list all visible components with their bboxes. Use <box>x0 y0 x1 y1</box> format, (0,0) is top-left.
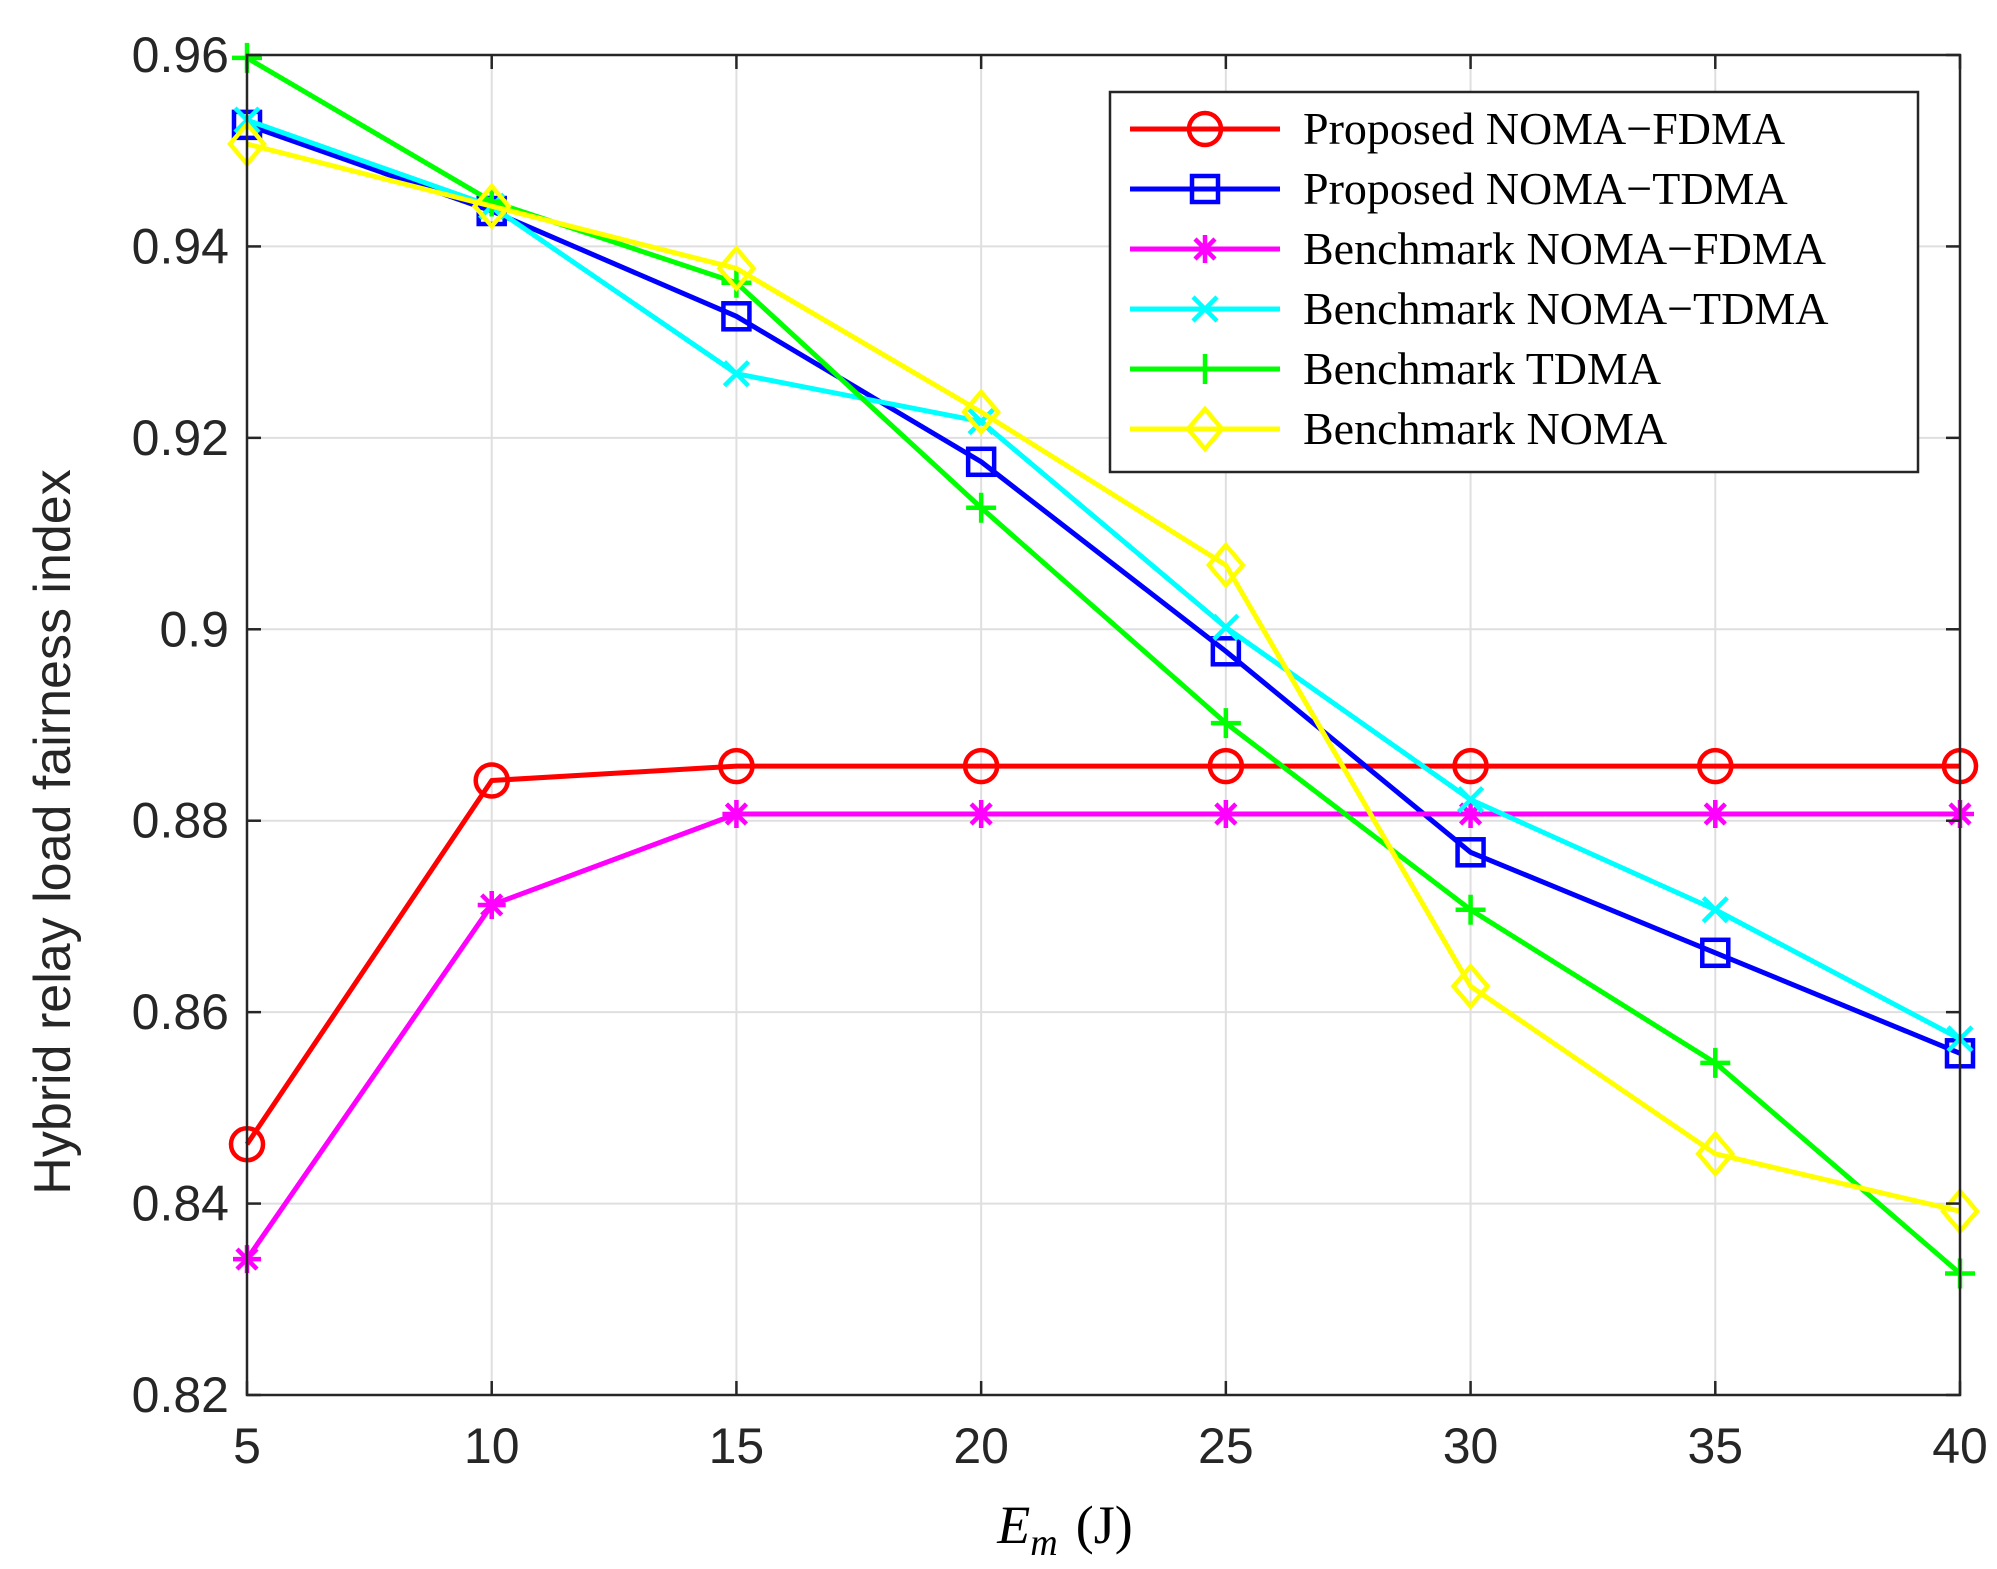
marker-x <box>722 360 751 388</box>
marker-circle <box>1697 747 1734 785</box>
legend-entry: Proposed NOMA−TDMA <box>1130 163 1788 214</box>
marker-circle <box>962 747 1000 785</box>
y-tick-label: 0.96 <box>132 27 229 83</box>
marker-asterisk <box>967 800 996 829</box>
series-layer <box>227 42 1980 1289</box>
series-line <box>246 122 1961 1056</box>
marker-x <box>1701 896 1729 924</box>
marker-diamond <box>471 182 512 230</box>
marker-circle <box>1186 110 1224 148</box>
marker-diamond <box>1450 962 1491 1010</box>
legend-label: Benchmark NOMA <box>1303 403 1667 454</box>
x-axis-title: Em (J) <box>996 1495 1132 1564</box>
x-tick-label: 40 <box>1932 1418 1988 1474</box>
x-axis-symbol: E <box>996 1495 1030 1555</box>
legend-entry: Proposed NOMA−FDMA <box>1130 103 1785 154</box>
y-axis-title: Hybrid relay load fairness index <box>24 469 82 1194</box>
series-benchmark-noma-tdma <box>233 106 1974 1053</box>
x-tick-label: 20 <box>953 1418 1009 1474</box>
marker-plus <box>721 267 752 298</box>
legend-label: Benchmark TDMA <box>1303 343 1661 394</box>
marker-asterisk <box>1191 235 1219 263</box>
marker-diamond <box>961 388 1002 436</box>
marker-square <box>1189 173 1221 205</box>
series-benchmark-noma-fdma <box>233 800 1974 1274</box>
marker-plus <box>1455 894 1486 925</box>
marker-asterisk <box>1701 800 1730 829</box>
axes-layer: 5 10 15 20 25 30 35 40 0.82 0.84 0.86 0.88 0.9 0.92 0.… <box>132 27 1988 1474</box>
y-tick-label: 0.86 <box>132 984 229 1040</box>
legend: Proposed NOMA−FDMA Proposed NOMA−TDMA Benc… <box>1108 90 1920 474</box>
legend-entry: Benchmark NOMA−TDMA <box>1130 283 1828 334</box>
marker-diamond <box>1695 1130 1736 1178</box>
y-tick-label: 0.92 <box>132 410 229 466</box>
marker-plus <box>1190 354 1220 384</box>
y-tick-label: 0.82 <box>132 1367 229 1423</box>
x-tick-label: 10 <box>464 1418 520 1474</box>
marker-plus <box>1210 708 1241 739</box>
marker-circle <box>473 762 510 799</box>
marker-x <box>967 407 995 436</box>
y-tick-label: 0.88 <box>132 793 229 849</box>
marker-square <box>965 446 997 478</box>
x-tick-label: 5 <box>233 1418 261 1474</box>
marker-x <box>1212 613 1240 641</box>
legend-label: Benchmark NOMA−FDMA <box>1303 223 1826 274</box>
y-tick-label: 0.84 <box>132 1176 229 1232</box>
legend-label: Proposed NOMA−TDMA <box>1303 163 1788 214</box>
marker-circle <box>1452 747 1489 785</box>
legend-entry: Benchmark NOMA <box>1130 403 1667 454</box>
marker-circle <box>1207 747 1245 785</box>
x-tick-label: 15 <box>709 1418 765 1474</box>
legend-box <box>1108 90 1920 474</box>
series-line <box>244 811 1960 1261</box>
plot-frame <box>245 53 1962 1397</box>
x-axis-unit: (J) <box>1076 1495 1133 1555</box>
series-line <box>244 763 1960 1146</box>
marker-plus <box>966 492 997 523</box>
series-line <box>246 117 1962 1042</box>
marker-x <box>1456 786 1485 814</box>
marker-square <box>1455 837 1486 868</box>
marker-asterisk <box>1456 800 1485 829</box>
marker-square <box>1700 937 1731 969</box>
x-tick-label: 35 <box>1687 1418 1743 1474</box>
series-benchmark-noma <box>227 120 1980 1235</box>
marker-circle <box>718 747 755 785</box>
x-axis-subscript: m <box>1030 1522 1057 1564</box>
marker-square <box>1210 636 1242 667</box>
y-tick-label: 0.9 <box>159 601 229 657</box>
series-line <box>246 141 1961 1214</box>
x-tick-label: 25 <box>1198 1418 1254 1474</box>
marker-x <box>1191 295 1219 323</box>
legend-entry: Benchmark TDMA <box>1130 343 1661 394</box>
x-tick-label: 30 <box>1443 1418 1499 1474</box>
marker-plus <box>1700 1047 1731 1078</box>
marker-asterisk <box>477 890 506 919</box>
marker-diamond <box>716 244 757 292</box>
marker-diamond <box>1185 405 1225 453</box>
marker-square <box>721 301 752 332</box>
marker-asterisk <box>1211 800 1240 829</box>
marker-asterisk <box>722 800 751 829</box>
y-tick-label: 0.94 <box>132 218 229 274</box>
legend-entry: Benchmark NOMA−FDMA <box>1130 223 1826 274</box>
legend-label: Benchmark NOMA−TDMA <box>1303 283 1828 334</box>
marker-diamond <box>1205 541 1246 589</box>
legend-label: Proposed NOMA−FDMA <box>1303 103 1785 154</box>
